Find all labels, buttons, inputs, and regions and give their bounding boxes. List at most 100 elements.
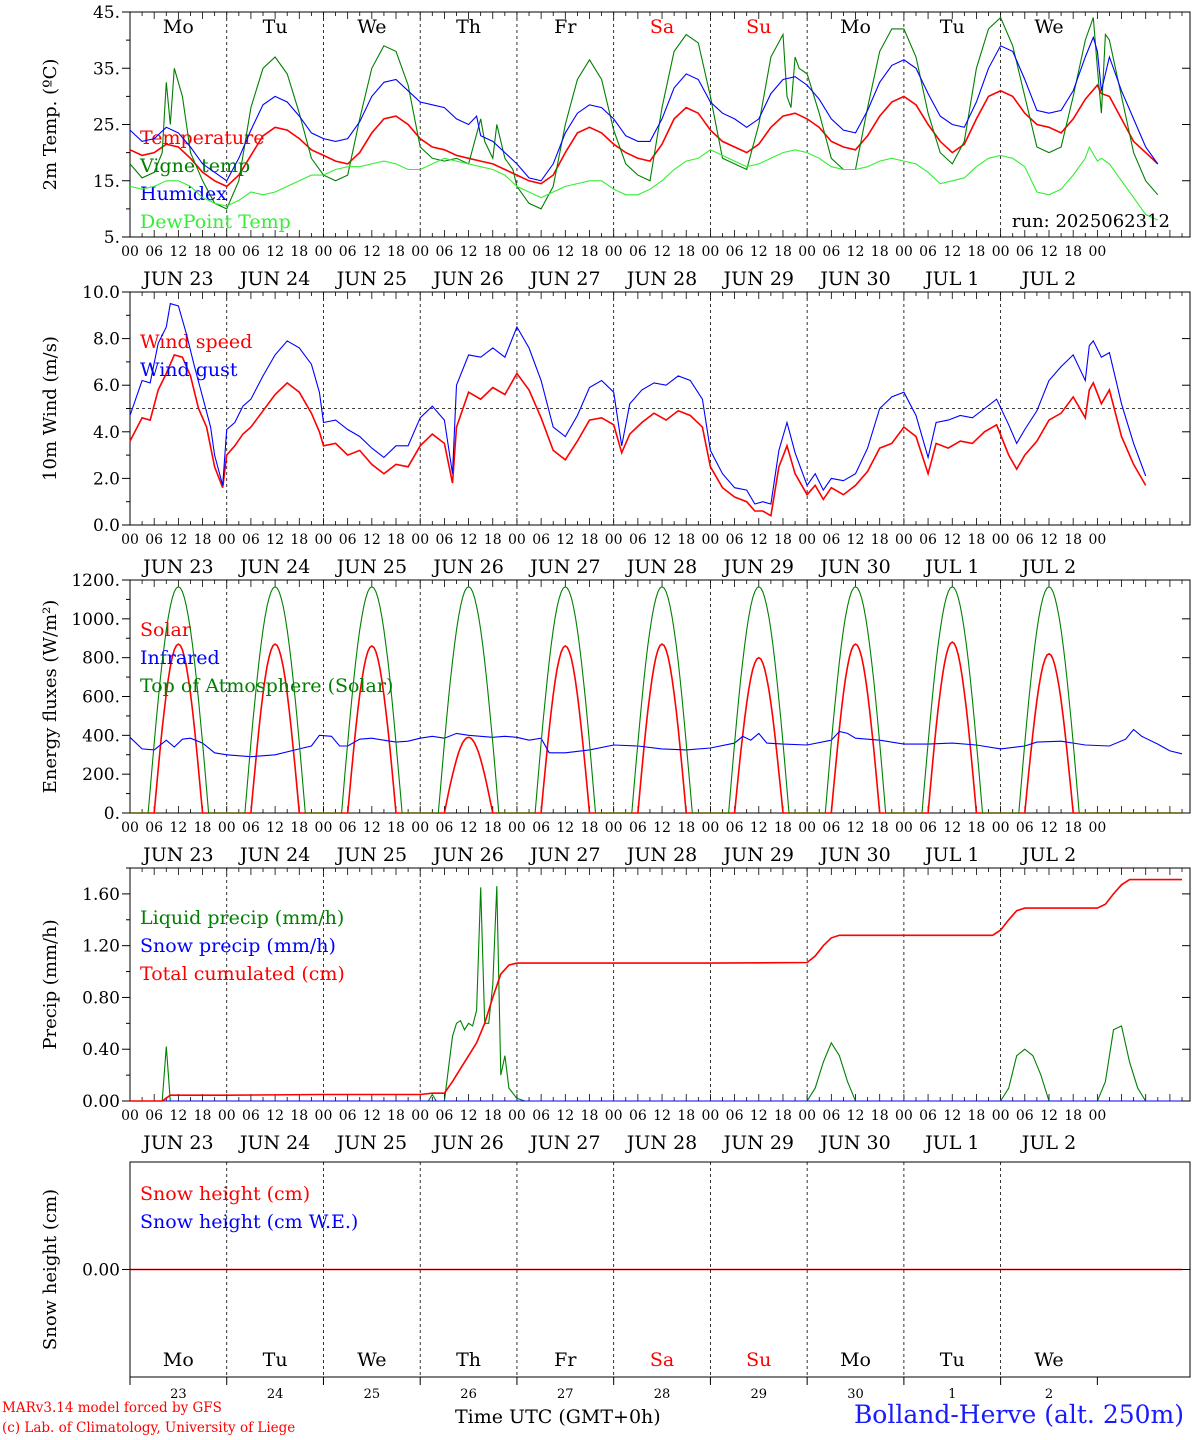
day-name-label: Mo (840, 1349, 871, 1371)
day-name-label: We (357, 1349, 386, 1371)
x-date-label: JUN 23 (141, 556, 213, 578)
x-hour-label: 06 (339, 244, 357, 260)
x-hour-label: 00 (218, 532, 236, 548)
x-hour-label: 06 (726, 820, 744, 836)
x-hour-label: 00 (218, 244, 236, 260)
x-hour-label: 00 (218, 1108, 236, 1124)
x-hour-label: 00 (798, 820, 816, 836)
x-hour-label: 06 (242, 532, 260, 548)
x-date-label: JUN 30 (818, 556, 890, 578)
x-hour-label: 12 (847, 1108, 865, 1124)
x-hour-label: 00 (1088, 1108, 1106, 1124)
day-name-label: Su (746, 1349, 771, 1371)
x-date-label: JUN 23 (141, 1132, 213, 1154)
x-hour-label: 00 (798, 532, 816, 548)
x-hour-label: 00 (605, 1108, 623, 1124)
x-date-label: JUL 1 (923, 1132, 979, 1154)
x-hour-label: 18 (484, 244, 502, 260)
x-hour-label: 06 (629, 244, 647, 260)
y-tick-label: 5. (104, 228, 120, 248)
x-hour-label: 06 (919, 820, 937, 836)
day-name-label: Fr (554, 1349, 577, 1371)
x-hour-label: 12 (266, 244, 284, 260)
y-tick-label: 6.0 (93, 376, 120, 396)
x-hour-label: 12 (653, 244, 671, 260)
x-hour-label: 06 (435, 532, 453, 548)
y-tick-label: 600. (82, 688, 120, 708)
x-hour-label: 18 (968, 244, 986, 260)
x-hour-label: 06 (822, 820, 840, 836)
x-hour-label: 18 (1064, 532, 1082, 548)
day-name-label: Tu (940, 16, 965, 38)
x-date-label: JUN 24 (238, 844, 310, 866)
credit-line-1: MARv3.14 model forced by GFS (2, 1400, 222, 1416)
x-hour-label: 00 (992, 820, 1010, 836)
x-hour-label: 12 (363, 532, 381, 548)
x-hour-label: 06 (242, 1108, 260, 1124)
x-hour-label: 18 (677, 1108, 695, 1124)
x-date-label: JUN 29 (722, 556, 794, 578)
x-hour-label: 12 (556, 532, 574, 548)
x-hour-label: 18 (581, 532, 599, 548)
y-tick-label: 1000. (71, 610, 120, 630)
y-tick-label: 1.60 (82, 885, 120, 905)
x-hour-label: 18 (290, 244, 308, 260)
x-hour-label: 18 (677, 820, 695, 836)
x-hour-label: 12 (1040, 244, 1058, 260)
x-hour-label: 12 (1040, 532, 1058, 548)
x-hour-label: 06 (145, 532, 163, 548)
x-hour-label: 12 (556, 820, 574, 836)
credit-line-2: (c) Lab. of Climatology, University of L… (2, 1420, 296, 1436)
panel-precip: 0.00 0.40 0.80 1.20 1.60 Precip (mm/h) 00 06 12 1… (40, 867, 1191, 1154)
x-hour-label: 00 (121, 532, 139, 548)
x-date-label: JUN 28 (625, 844, 697, 866)
day-name-label: Su (746, 16, 771, 38)
x-hour-label: 12 (847, 532, 865, 548)
x-date-label: JUN 29 (722, 1132, 794, 1154)
x-date-label: JUN 26 (431, 268, 503, 290)
y-tick-label: 2.0 (93, 469, 120, 489)
x-hour-label: 18 (290, 1108, 308, 1124)
x-hour-label: 18 (484, 532, 502, 548)
legend-entry: Wind speed (140, 331, 252, 353)
x-hour-label: 18 (387, 820, 405, 836)
x-hour-label: 00 (701, 244, 719, 260)
x-hour-label: 18 (387, 532, 405, 548)
day-number-label: 1 (948, 1387, 956, 1402)
x-hour-label: 00 (411, 1108, 429, 1124)
y-tick-label: 0. (104, 804, 120, 824)
x-hour-label: 06 (435, 820, 453, 836)
legend-entry: Wind gust (140, 359, 238, 381)
y-tick-label: 10.0 (82, 283, 120, 303)
x-hour-label: 00 (1088, 820, 1106, 836)
x-hour-label: 00 (218, 820, 236, 836)
x-hour-label: 12 (750, 532, 768, 548)
x-hour-label: 00 (315, 532, 333, 548)
x-hour-label: 00 (895, 244, 913, 260)
x-date-label: JUL 1 (923, 844, 979, 866)
x-hour-label: 18 (774, 1108, 792, 1124)
x-date-label: JUN 24 (238, 556, 310, 578)
legend-entry: Vigne temp (139, 155, 250, 177)
y-tick-label: 0.00 (82, 1092, 120, 1112)
x-date-label: JUL 1 (923, 268, 979, 290)
series-line-vigne-temp (129, 16, 1159, 210)
x-date-label: JUN 28 (625, 268, 697, 290)
x-hour-label: 06 (339, 532, 357, 548)
x-hour-label: 06 (919, 532, 937, 548)
x-hour-label: 00 (315, 820, 333, 836)
x-hour-label: 12 (460, 1108, 478, 1124)
series-line-solar (130, 641, 1182, 814)
x-hour-label: 06 (726, 532, 744, 548)
x-hour-label: 00 (121, 820, 139, 836)
x-hour-label: 18 (871, 244, 889, 260)
x-hour-label: 12 (943, 820, 961, 836)
x-date-label: JUN 30 (818, 1132, 890, 1154)
x-hour-label: 06 (822, 532, 840, 548)
x-date-label: JUN 25 (335, 1132, 407, 1154)
x-hour-label: 00 (992, 1108, 1010, 1124)
day-name-label: Tu (263, 16, 288, 38)
x-hour-label: 06 (726, 244, 744, 260)
x-hour-label: 12 (169, 532, 187, 548)
x-hour-label: 18 (1064, 820, 1082, 836)
